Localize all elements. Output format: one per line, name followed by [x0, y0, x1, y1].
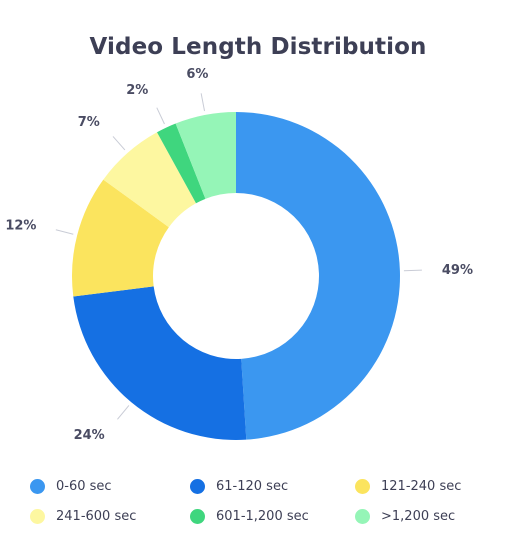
leader-line-61-120: [117, 405, 130, 420]
legend-label-0-60: 0-60 sec: [56, 478, 112, 494]
leader-line-241-600: [112, 136, 126, 151]
legend-item-601-1200[interactable]: 601-1,200 sec: [190, 506, 309, 526]
legend-label-601-1200: 601-1,200 sec: [216, 508, 309, 524]
legend-label-61-120: 61-120 sec: [216, 478, 289, 494]
percent-label-601-1200: 2%: [126, 83, 148, 98]
percent-label-241-600: 7%: [78, 115, 100, 130]
percent-label-61-120: 24%: [74, 428, 105, 443]
slice-61-120[interactable]: [73, 286, 247, 440]
legend-item-121-240[interactable]: 121-240 sec: [355, 476, 461, 496]
slice-0-60[interactable]: [236, 112, 400, 440]
legend-swatch-0-60: [30, 478, 45, 494]
leader-line-601-1200: [156, 107, 165, 125]
legend-item-0-60[interactable]: 0-60 sec: [30, 476, 112, 496]
legend-swatch-gt-1200: [355, 508, 370, 524]
leader-line-gt-1200: [200, 93, 206, 112]
legend-swatch-241-600: [30, 508, 45, 524]
legend-swatch-61-120: [190, 478, 205, 494]
slice-121-240[interactable]: [72, 179, 169, 297]
leader-line-121-240: [55, 229, 74, 235]
legend-item-61-120[interactable]: 61-120 sec: [190, 476, 288, 496]
percent-label-0-60: 49%: [442, 263, 473, 278]
slice-gt-1200[interactable]: [175, 112, 236, 199]
legend-swatch-601-1200: [190, 508, 205, 524]
percent-label-121-240: 12%: [5, 218, 36, 233]
percent-label-gt-1200: 6%: [186, 67, 208, 82]
legend-item-241-600[interactable]: 241-600 sec: [30, 506, 136, 526]
legend-item-gt-1200[interactable]: >1,200 sec: [355, 506, 455, 526]
legend-label-241-600: 241-600 sec: [56, 508, 137, 524]
slice-601-1200[interactable]: [156, 123, 206, 204]
leader-line-0-60: [403, 269, 422, 272]
slice-241-600[interactable]: [103, 132, 197, 228]
legend-label-121-240: 121-240 sec: [381, 478, 462, 494]
legend-swatch-121-240: [355, 478, 370, 494]
chart-title: Video Length Distribution: [89, 34, 427, 60]
legend-label-gt-1200: >1,200 sec: [381, 508, 456, 524]
